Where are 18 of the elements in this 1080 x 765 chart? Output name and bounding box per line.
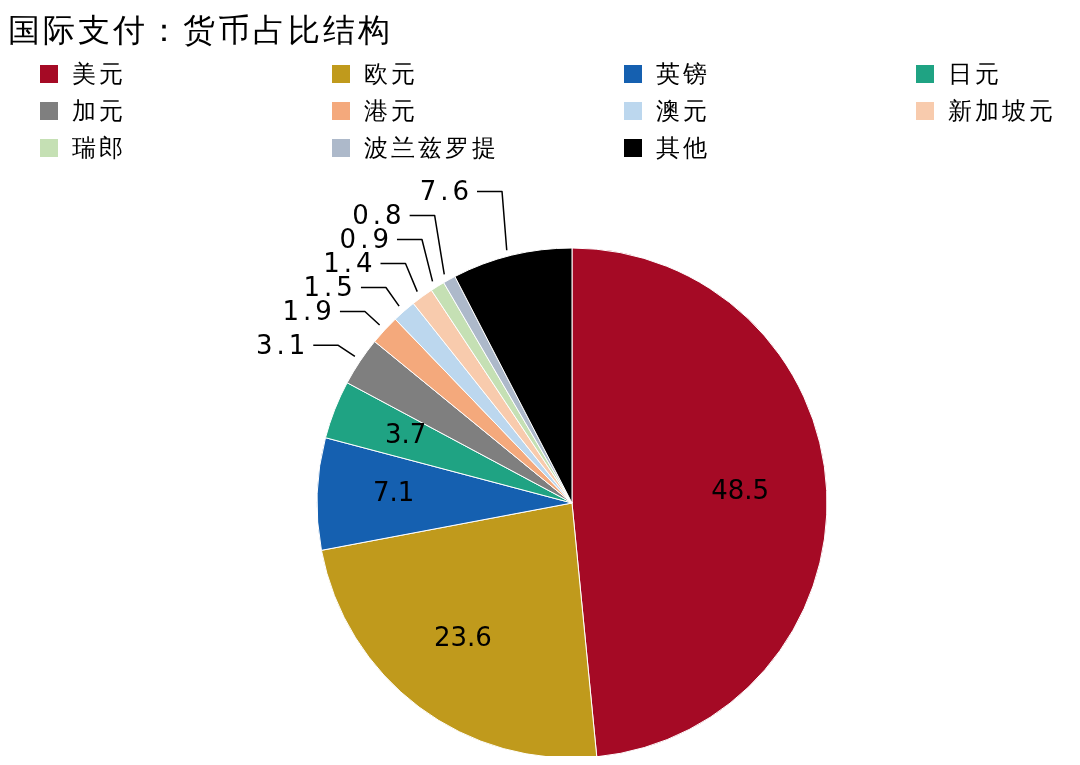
legend-label: 新加坡元 xyxy=(948,96,1056,127)
legend-label: 英镑 xyxy=(656,58,710,90)
data-label: 3.1 xyxy=(255,330,310,361)
legend-label: 其他 xyxy=(656,133,710,165)
chart-title: 国际支付：货币占比结构 xyxy=(8,10,394,51)
data-label: 48.5 xyxy=(711,474,770,505)
legend-label: 加元 xyxy=(72,96,126,127)
legend-label: 瑞郎 xyxy=(72,133,126,165)
data-label: 23.6 xyxy=(434,621,492,652)
data-label: 3.7 xyxy=(384,419,427,450)
legend-label: 美元 xyxy=(72,58,126,90)
data-label: 7.1 xyxy=(373,476,415,507)
legend-label: 澳元 xyxy=(656,96,710,127)
legend-label: 日元 xyxy=(948,58,1002,90)
legend-label: 港元 xyxy=(364,96,418,127)
data-label: 7.6 xyxy=(419,176,474,207)
legend-label: 波兰兹罗提 xyxy=(364,133,499,165)
legend-label: 欧元 xyxy=(364,58,418,90)
